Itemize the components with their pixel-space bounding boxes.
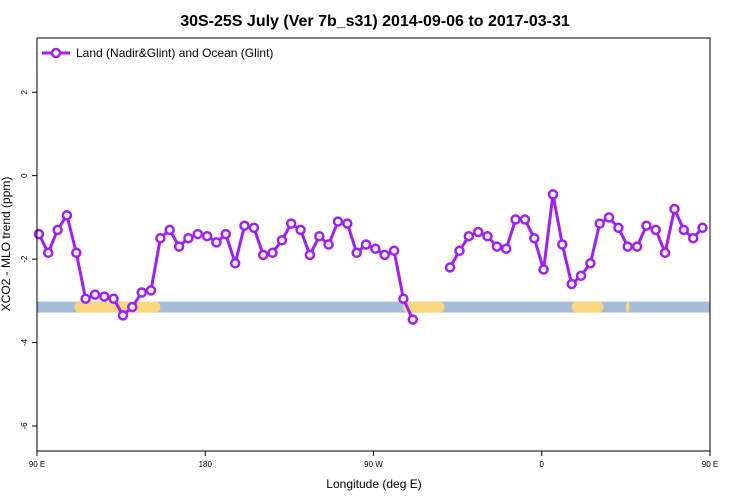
data-point [192, 228, 204, 240]
x-tick-label: 90 E [29, 460, 45, 469]
land-segment [571, 301, 604, 313]
data-point [463, 230, 475, 242]
y-tick-label: -6 [20, 422, 29, 430]
data-point [379, 249, 390, 261]
y-tick-label: 0 [20, 173, 29, 178]
data-point [585, 258, 596, 269]
data-point [314, 230, 325, 242]
data-point [594, 218, 605, 229]
data-point [650, 224, 662, 236]
x-tick-label: 180 [199, 460, 213, 469]
plot-area [33, 37, 711, 452]
y-axis-label: XCO2 - MLO trend (ppm) [0, 177, 13, 312]
data-point [248, 222, 260, 234]
data-point [42, 247, 54, 259]
data-point [388, 245, 400, 257]
chart-title: 30S-25S July (Ver 7b_s31) 2014-09-06 to … [180, 13, 570, 30]
data-point [108, 293, 119, 304]
data-point [136, 287, 147, 298]
data-point [454, 245, 465, 257]
legend-marker-swatch [50, 47, 62, 59]
data-point [603, 212, 615, 223]
data-point [687, 232, 699, 244]
data-point [229, 258, 241, 269]
ocean-band [37, 301, 710, 313]
x-tick-label: 90 E [702, 460, 718, 469]
data-point [351, 247, 362, 259]
data-point [482, 230, 493, 242]
data-point [641, 220, 652, 231]
data-point [276, 235, 288, 246]
data-point [220, 228, 232, 240]
data-point [295, 224, 306, 236]
data-point [257, 249, 269, 261]
data-point [538, 264, 549, 275]
x-axis: 90 E 180 90 W 0 90 E [29, 451, 718, 469]
data-point [164, 224, 175, 236]
surface-band [37, 301, 710, 313]
data-point [360, 239, 372, 250]
data-point [183, 232, 194, 244]
data-point [491, 241, 503, 252]
data-point [239, 220, 250, 231]
legend-entry-label: Land (Nadir&Glint) and Ocean (Glint) [76, 46, 273, 60]
data-point [342, 218, 353, 229]
data-point [71, 247, 82, 259]
land-segment [625, 301, 630, 313]
data-point [173, 241, 185, 252]
data-point [510, 214, 521, 225]
data-point [631, 241, 643, 252]
data-point [622, 241, 633, 252]
data-point [398, 293, 409, 304]
data-point [127, 301, 138, 313]
y-axis: 2 0 -2 -4 -6 [20, 89, 37, 430]
data-point [145, 285, 157, 296]
data-point [52, 224, 63, 236]
data-point [89, 289, 101, 300]
data-point [323, 239, 334, 250]
data-point [117, 310, 129, 321]
data-point [519, 214, 531, 225]
data-point [99, 291, 110, 302]
data-point [267, 247, 278, 259]
data-point [575, 270, 587, 282]
data-point [370, 243, 381, 254]
data-point [678, 224, 690, 236]
data-point [669, 203, 680, 215]
y-tick-label: 2 [20, 89, 29, 94]
land-segment [403, 301, 445, 313]
data-point [80, 293, 91, 304]
data-point [697, 222, 708, 234]
y-tick-label: -2 [20, 255, 29, 263]
x-tick-label: 90 W [364, 460, 383, 469]
series-line [448, 192, 704, 286]
data-point [566, 278, 577, 290]
data-point [211, 237, 222, 248]
legend: Land (Nadir&Glint) and Ocean (Glint) [42, 46, 273, 60]
x-axis-label: Longitude (deg E) [326, 477, 421, 491]
data-point [557, 239, 568, 250]
data-point [659, 247, 671, 259]
series-layer [33, 189, 708, 325]
y-tick-label: -4 [20, 338, 29, 346]
data-point [61, 210, 73, 221]
data-point [613, 222, 624, 234]
data-point [332, 216, 344, 227]
data-point [155, 232, 166, 244]
data-point [201, 230, 213, 242]
data-point [407, 314, 419, 325]
data-point [547, 189, 559, 200]
x-tick-label: 0 [540, 460, 545, 469]
data-point [285, 218, 297, 229]
data-point [529, 232, 540, 244]
data-point [444, 262, 456, 273]
data-point [472, 226, 484, 238]
data-point [33, 228, 45, 240]
data-point [500, 243, 512, 254]
data-point [304, 249, 316, 261]
